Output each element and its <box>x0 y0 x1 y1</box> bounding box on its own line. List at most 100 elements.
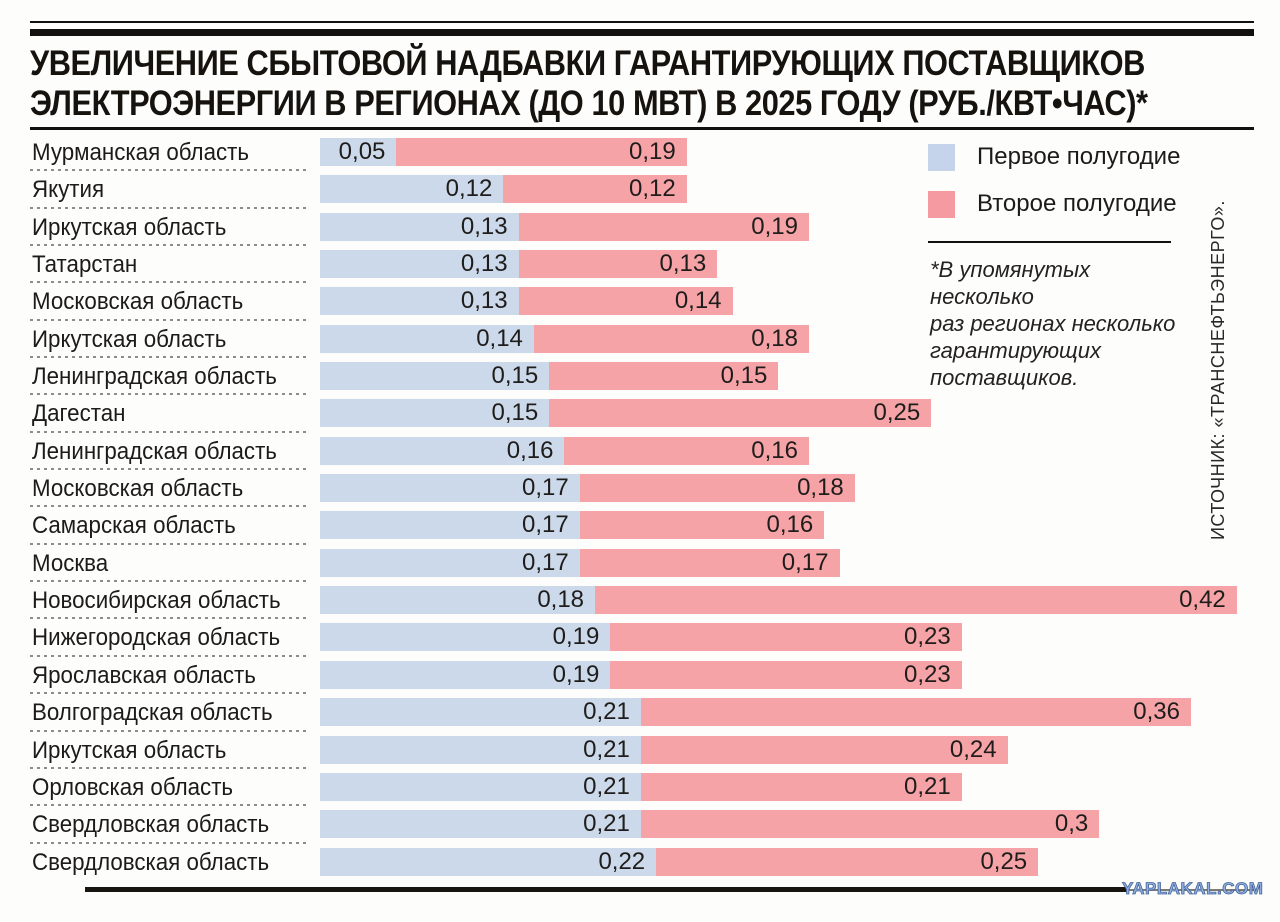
top-thin-rule <box>30 21 1254 23</box>
chart-row: Свердловская область 0,21 0,3 <box>0 809 1280 846</box>
footnote-line: раз регионах несколько <box>930 311 1176 336</box>
bar-second-half: 0,42 <box>595 586 1237 615</box>
value-second-half: 0,19 <box>628 138 676 165</box>
footnote: *В упомянутых несколько раз регионах нес… <box>930 256 1200 391</box>
region-label: Татарстан <box>32 251 138 279</box>
bar-second-half: 0,24 <box>640 735 1008 764</box>
chart-row: Москва 0,17 0,17 <box>0 548 1280 585</box>
value-second-half: 0,24 <box>949 735 997 763</box>
chart-row: Иркутская область 0,13 0,19 <box>0 212 1280 249</box>
value-second-half: 0,21 <box>904 772 951 800</box>
bar-first-half: 0,13 <box>320 250 519 279</box>
region-label: Новосибирская область <box>32 587 281 615</box>
bar-first-half: 0,19 <box>320 660 611 689</box>
value-first-half: 0,15 <box>491 399 539 427</box>
top-thick-rule <box>30 29 1254 36</box>
bar-second-half: 0,15 <box>549 362 779 391</box>
bar-first-half: 0,14 <box>320 324 534 353</box>
value-second-half: 0,18 <box>751 324 798 352</box>
page-title-line-1: УВЕЛИЧЕНИЕ СБЫТОВОЙ НАДБАВКИ ГАРАНТИРУЮЩ… <box>30 44 1145 83</box>
bar-group: 0,19 0,23 <box>320 623 962 652</box>
bar-second-half: 0,19 <box>518 212 809 241</box>
legend-divider-rule <box>928 241 1171 243</box>
value-second-half: 0,16 <box>751 436 798 464</box>
region-label: Нижегородская область <box>32 624 281 652</box>
chart-row: Иркутская область 0,14 0,18 <box>0 324 1280 361</box>
bar-first-half: 0,21 <box>320 735 641 764</box>
chart-row: Новосибирская область 0,18 0,42 <box>0 585 1280 622</box>
chart-row: Ярославская область 0,19 0,23 <box>0 660 1280 697</box>
value-first-half: 0,17 <box>522 474 569 502</box>
footnote-line: гарантирующих <box>930 338 1101 363</box>
value-second-half: 0,16 <box>766 511 814 539</box>
value-first-half: 0,21 <box>583 735 630 763</box>
chart-row: Московская область 0,13 0,14 <box>0 286 1280 323</box>
region-label: Иркутская область <box>32 325 227 353</box>
legend: Первое полугодие Второе полугодие <box>928 143 1180 237</box>
value-first-half: 0,15 <box>491 362 539 390</box>
bar-group: 0,21 0,3 <box>320 810 1100 839</box>
value-second-half: 0,42 <box>1179 586 1226 614</box>
bar-group: 0,21 0,36 <box>320 698 1191 727</box>
bar-group: 0,05 0,19 <box>320 138 687 166</box>
legend-item-first-half: Первое полугодие <box>928 143 1180 171</box>
value-second-half: 0,14 <box>674 287 722 315</box>
value-second-half: 0,19 <box>751 212 798 240</box>
bar-first-half: 0,18 <box>320 586 596 615</box>
bottom-rule-thin <box>1128 889 1256 891</box>
bar-second-half: 0,16 <box>564 436 809 465</box>
bar-first-half: 0,19 <box>320 623 611 652</box>
chart-rows: Мурманская область 0,05 0,19 Якутия 0,12 0,12… <box>0 137 1280 884</box>
value-first-half: 0,13 <box>460 212 508 240</box>
bar-second-half: 0,25 <box>656 847 1039 876</box>
value-first-half: 0,21 <box>583 698 630 726</box>
chart-row: Татарстан 0,13 0,13 <box>0 249 1280 286</box>
bottom-rule <box>85 887 1128 892</box>
region-label: Московская область <box>32 475 244 503</box>
chart-row: Свердловская область 0,22 0,25 <box>0 847 1280 884</box>
value-second-half: 0,25 <box>980 847 1028 875</box>
bar-group: 0,18 0,42 <box>320 586 1237 615</box>
chart-row: Самарская область 0,17 0,16 <box>0 510 1280 547</box>
bar-second-half: 0,18 <box>533 324 809 353</box>
bar-group: 0,16 0,16 <box>320 436 809 465</box>
bar-group: 0,21 0,21 <box>320 772 962 801</box>
region-label: Мурманская область <box>32 139 250 166</box>
bar-first-half: 0,15 <box>320 399 550 428</box>
value-first-half: 0,17 <box>522 511 569 539</box>
value-first-half: 0,16 <box>506 436 554 464</box>
bar-group: 0,21 0,24 <box>320 735 1008 764</box>
legend-label-second-half: Второе полугодие <box>977 190 1177 217</box>
bar-group: 0,17 0,18 <box>320 474 855 503</box>
bar-group: 0,13 0,19 <box>320 212 809 241</box>
second-half-swatch-icon <box>928 190 955 218</box>
value-first-half: 0,13 <box>460 287 508 315</box>
bar-group: 0,12 0,12 <box>320 175 687 204</box>
bar-first-half: 0,15 <box>320 362 550 391</box>
chart-row: Орловская область 0,21 0,21 <box>0 772 1280 809</box>
value-first-half: 0,17 <box>522 548 569 576</box>
page-title: УВЕЛИЧЕНИЕ СБЫТОВОЙ НАДБАВКИ ГАРАНТИРУЮЩ… <box>30 44 1148 124</box>
legend-item-second-half: Второе полугодие <box>928 190 1180 218</box>
value-first-half: 0,18 <box>537 586 585 614</box>
value-second-half: 0,3 <box>1054 810 1089 838</box>
bar-first-half: 0,21 <box>320 810 641 839</box>
bar-second-half: 0,16 <box>579 511 825 540</box>
value-second-half: 0,12 <box>629 175 676 203</box>
region-label: Ленинградская область <box>32 437 277 465</box>
title-underline-rule <box>30 127 1254 130</box>
bar-second-half: 0,19 <box>396 138 687 166</box>
bar-group: 0,22 0,25 <box>320 847 1039 876</box>
bar-second-half: 0,21 <box>640 772 962 801</box>
value-first-half: 0,19 <box>552 660 600 688</box>
bar-group: 0,15 0,15 <box>320 362 779 391</box>
value-first-half: 0,21 <box>583 810 630 838</box>
bar-first-half: 0,22 <box>320 847 657 876</box>
bar-second-half: 0,17 <box>579 548 840 577</box>
bar-second-half: 0,23 <box>610 660 962 689</box>
bar-group: 0,17 0,17 <box>320 548 840 577</box>
region-label: Москва <box>32 549 109 577</box>
value-first-half: 0,14 <box>476 324 523 352</box>
value-first-half: 0,12 <box>445 175 493 203</box>
